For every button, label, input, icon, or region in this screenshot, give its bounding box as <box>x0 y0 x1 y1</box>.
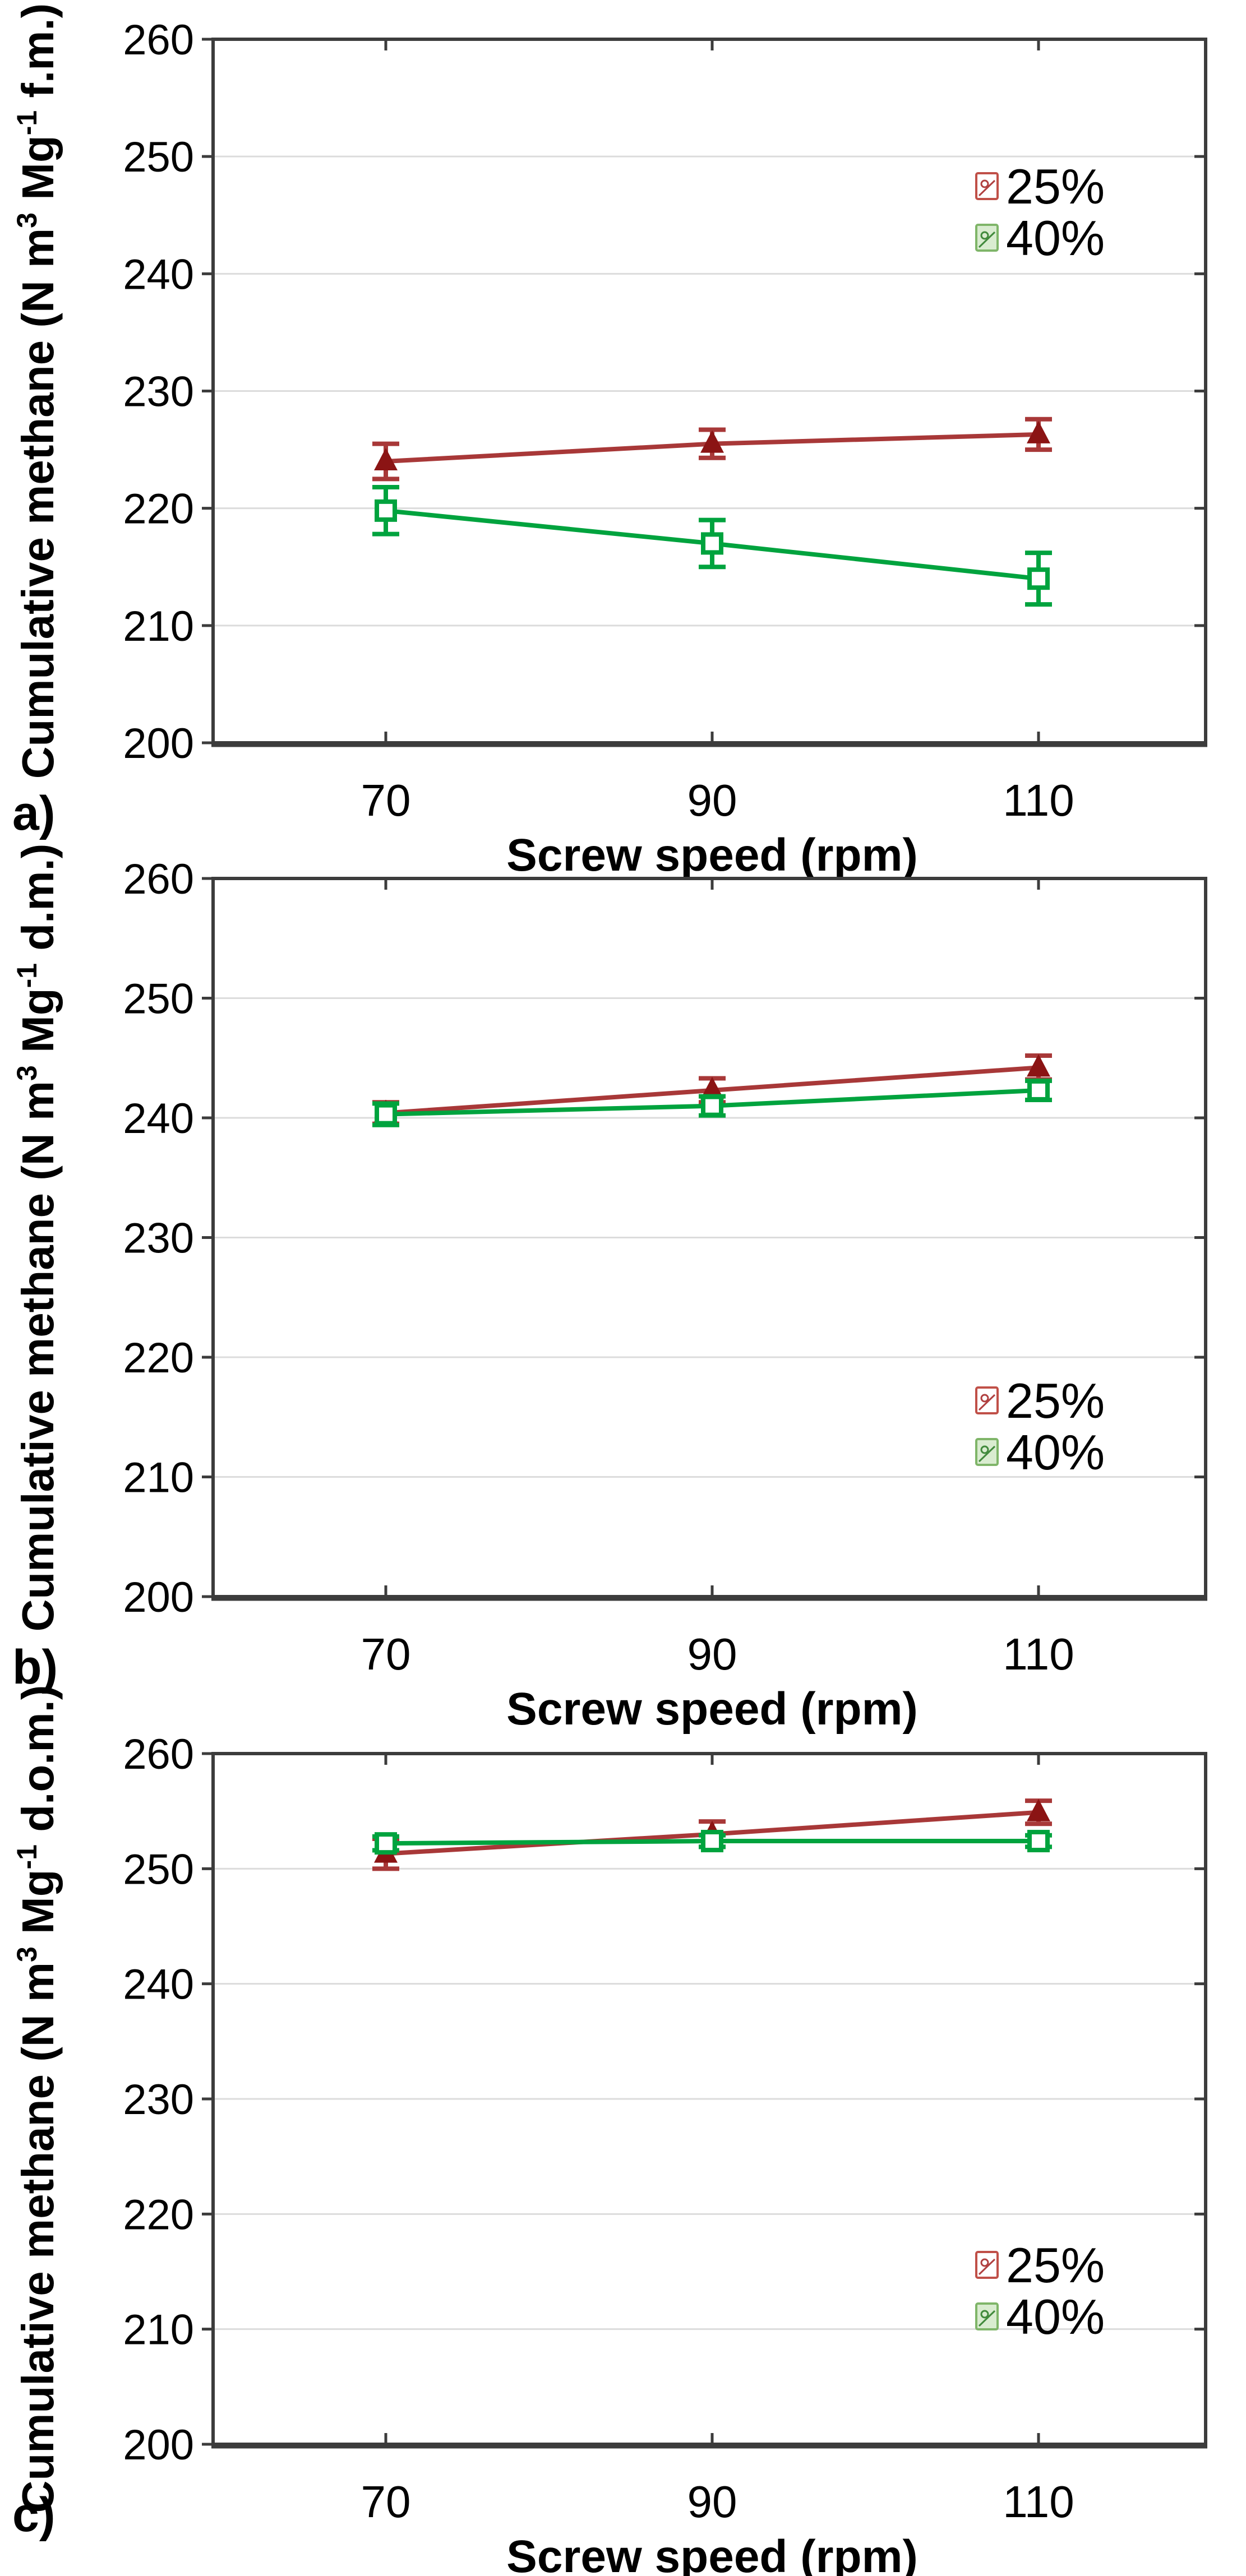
legend-swatch-glyph-circle <box>980 2310 989 2319</box>
y-tick-label: 240 <box>123 1961 194 2009</box>
x-tick-label: 70 <box>361 1629 411 1679</box>
y-tick-label: 250 <box>123 133 194 181</box>
panel-letter: a) <box>12 787 55 840</box>
y-tick-label: 240 <box>123 251 194 298</box>
legend-label: 25% <box>1006 159 1105 214</box>
y-tick-label: 220 <box>123 1334 194 1382</box>
broken-image-icon-red <box>975 1386 999 1414</box>
legend: 25%40% <box>975 159 1105 266</box>
y-tick-label: 230 <box>123 2076 194 2124</box>
x-tick-label: 90 <box>687 2477 737 2527</box>
legend-swatch-glyph-slash <box>978 1394 996 1411</box>
y-tick-label: 260 <box>123 855 194 903</box>
legend-swatch-glyph-slash <box>978 1445 996 1463</box>
legend-swatch-glyph-circle <box>980 1445 989 1454</box>
y-tick-label: 250 <box>123 975 194 1023</box>
y-tick-label: 200 <box>123 1574 194 1621</box>
y-axis-label: Cumulative methane (N m3 Mg-1 d.o.m.) <box>11 1685 63 2513</box>
legend-label: 40% <box>1006 210 1105 266</box>
data-point-marker-square <box>1027 1830 1050 1853</box>
broken-image-icon-green <box>975 224 999 252</box>
y-tick-label: 240 <box>123 1095 194 1143</box>
x-tick-label: 110 <box>1003 2477 1074 2527</box>
data-point-marker-triangle <box>700 1076 724 1099</box>
y-tick-label: 200 <box>123 720 194 767</box>
data-point-marker-square <box>1027 567 1050 590</box>
broken-image-icon-green <box>975 1438 999 1466</box>
legend: 25%40% <box>975 2237 1105 2344</box>
x-axis-label: Screw speed (rpm) <box>506 2531 918 2576</box>
broken-image-icon-red <box>975 172 999 200</box>
y-tick-label: 210 <box>123 1454 194 1502</box>
panel-letter: c) <box>12 2488 55 2542</box>
legend-swatch-glyph-slash <box>978 2310 996 2327</box>
y-tick-label: 230 <box>123 368 194 416</box>
chart-panel-a: 260 250 240 230 220 210 200 70 90 110 a) Screw spee… <box>11 3 1207 881</box>
legend: 25%40% <box>975 1373 1105 1480</box>
data-point-marker-triangle <box>374 448 398 470</box>
legend-swatch-glyph-slash <box>978 231 996 248</box>
chart-panel-c: 260 250 240 230 220 210 200 70 90 110 c) Screw spee… <box>11 1685 1207 2576</box>
y-tick-label: 200 <box>123 2421 194 2469</box>
data-point-marker-square <box>375 499 397 522</box>
data-point-marker-triangle <box>1027 420 1050 443</box>
legend-label: 25% <box>1006 2237 1105 2293</box>
legend-label: 25% <box>1006 1373 1105 1428</box>
data-point-marker-square <box>375 1832 397 1855</box>
legend-label: 40% <box>1006 2289 1105 2344</box>
data-point-marker-square <box>1027 1079 1050 1102</box>
x-axis-label: Screw speed (rpm) <box>506 830 918 881</box>
data-point-marker-square <box>701 1830 723 1853</box>
y-axis-label: Cumulative methane (N m3 Mg-1 d.m.) <box>11 844 63 1632</box>
data-point-marker-triangle <box>700 430 724 453</box>
data-point-marker-square <box>701 532 723 555</box>
y-tick-label: 210 <box>123 2306 194 2354</box>
chart-panel-b: 260 250 240 230 220 210 200 70 90 110 b) Screw spee… <box>11 844 1207 1735</box>
y-tick-label: 250 <box>123 1846 194 1893</box>
x-tick-label: 90 <box>687 775 737 825</box>
y-tick-label: 230 <box>123 1215 194 1262</box>
x-tick-label: 70 <box>361 775 411 825</box>
data-point-marker-triangle <box>1027 1798 1050 1821</box>
x-tick-label: 110 <box>1003 775 1074 825</box>
y-tick-label: 210 <box>123 603 194 650</box>
y-tick-label: 260 <box>123 1731 194 1778</box>
x-tick-label: 110 <box>1003 1629 1074 1679</box>
legend-swatch-glyph-circle <box>980 231 989 240</box>
legend-swatch-glyph-circle <box>980 1394 989 1403</box>
legend-swatch-glyph-slash <box>978 179 996 197</box>
x-tick-label: 70 <box>361 2477 411 2527</box>
legend-swatch-glyph-circle <box>980 2258 989 2267</box>
broken-image-icon-green <box>975 2302 999 2330</box>
y-tick-label: 260 <box>123 16 194 64</box>
legend-swatch-glyph-slash <box>978 2258 996 2276</box>
data-point-marker-square <box>701 1094 723 1117</box>
data-point-marker-square <box>375 1103 397 1126</box>
y-tick-label: 220 <box>123 2191 194 2239</box>
y-tick-label: 220 <box>123 485 194 533</box>
broken-image-icon-red <box>975 2251 999 2279</box>
panel-letter: b) <box>12 1640 58 1694</box>
legend-label: 40% <box>1006 1425 1105 1480</box>
legend-swatch-glyph-circle <box>980 179 989 188</box>
x-axis-label: Screw speed (rpm) <box>506 1684 918 1735</box>
data-point-marker-triangle <box>1027 1054 1050 1077</box>
y-axis-label: Cumulative methane (N m3 Mg-1 f.m.) <box>11 3 63 779</box>
x-tick-label: 90 <box>687 1629 737 1679</box>
